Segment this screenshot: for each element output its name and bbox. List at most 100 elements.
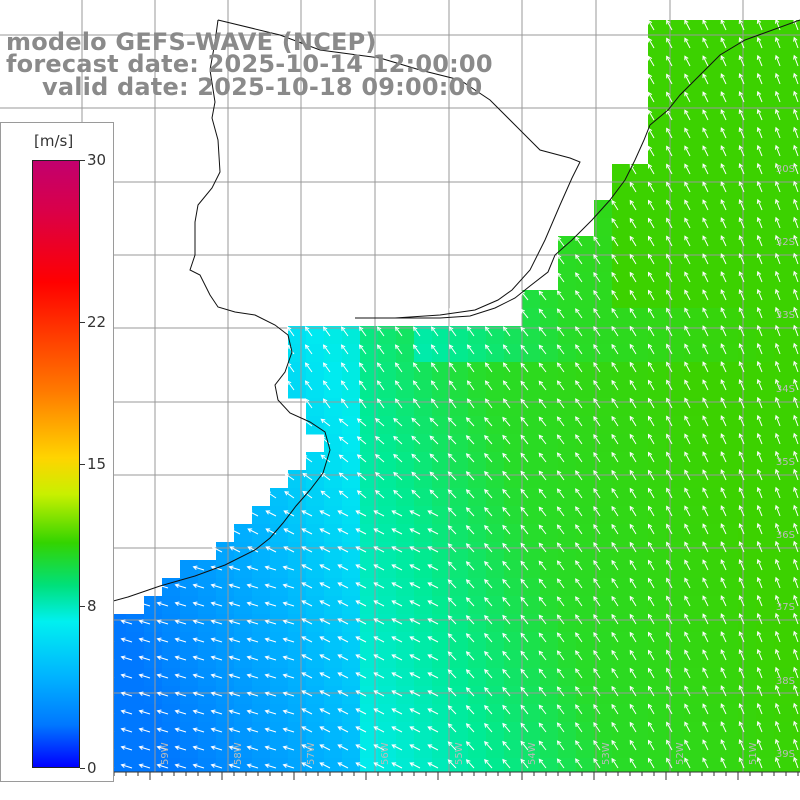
wind-cell xyxy=(468,596,487,615)
wind-cell xyxy=(666,218,685,237)
wind-arrow xyxy=(684,488,691,499)
wind-arrow-head xyxy=(340,344,346,350)
wind-arrow xyxy=(373,762,385,769)
wind-cell xyxy=(252,596,271,615)
wind-cell xyxy=(720,506,739,525)
wind-arrow-head xyxy=(210,691,216,696)
wind-arrow-head xyxy=(484,650,489,656)
wind-cell xyxy=(756,488,775,507)
wind-arrow-head xyxy=(319,618,325,623)
wind-cell xyxy=(756,380,775,399)
wind-arrow xyxy=(757,145,763,157)
wind-arrow-head xyxy=(556,416,562,422)
wind-arrow xyxy=(793,505,799,517)
wind-arrow xyxy=(301,708,313,715)
wind-cell xyxy=(594,308,613,327)
wind-arrow-head xyxy=(756,180,762,186)
wind-arrow xyxy=(648,20,655,31)
wind-cell xyxy=(756,74,775,93)
wind-arrow xyxy=(359,398,367,409)
wind-arrow-head xyxy=(120,727,126,732)
wind-arrow xyxy=(538,614,547,625)
wind-arrow xyxy=(520,597,529,607)
wind-arrow xyxy=(557,398,565,409)
wind-arrow-head xyxy=(611,271,616,277)
wind-arrow-head xyxy=(502,416,507,422)
wind-arrow xyxy=(431,362,439,373)
wind-arrow-head xyxy=(793,126,798,132)
wind-arrow-head xyxy=(502,434,507,440)
wind-cell xyxy=(720,20,739,39)
wind-cell xyxy=(666,344,685,363)
wind-arrow-head xyxy=(156,745,162,750)
wind-cell xyxy=(576,452,595,471)
wind-arrow-head xyxy=(447,525,453,531)
wind-arrow xyxy=(395,308,403,319)
wind-cell xyxy=(702,668,721,687)
wind-arrow-head xyxy=(338,454,344,459)
wind-cell xyxy=(144,668,163,687)
wind-arrow-head xyxy=(283,528,289,533)
wind-cell xyxy=(774,704,793,723)
wind-arrow xyxy=(666,668,673,679)
wind-cell xyxy=(432,578,451,597)
wind-arrow xyxy=(757,469,763,481)
wind-cell xyxy=(252,506,271,525)
wind-arrow-head xyxy=(337,636,343,641)
wind-arrow-head xyxy=(702,91,707,97)
wind-arrow xyxy=(520,399,529,409)
wind-arrow-head xyxy=(556,488,562,494)
wind-arrow-head xyxy=(356,454,362,459)
wind-arrow xyxy=(666,596,673,607)
wind-arrow-head xyxy=(720,379,725,385)
wind-arrow xyxy=(739,325,745,337)
wind-arrow-head xyxy=(228,673,234,678)
wind-arrow-head xyxy=(666,235,671,241)
wind-arrow xyxy=(301,510,313,517)
wind-arrow xyxy=(757,433,763,445)
wind-arrow xyxy=(775,307,781,319)
wind-cell xyxy=(792,632,800,651)
wind-arrow xyxy=(702,55,709,67)
wind-cell xyxy=(468,650,487,669)
wind-cell xyxy=(450,344,469,363)
wind-arrow xyxy=(793,451,799,463)
wind-arrow xyxy=(775,361,781,373)
wind-arrow-head xyxy=(340,326,346,332)
wind-arrow-head xyxy=(647,721,653,727)
wind-arrow xyxy=(538,416,547,427)
wind-arrow-head xyxy=(793,486,798,492)
wind-cell xyxy=(648,596,667,615)
wind-arrow-head xyxy=(720,55,725,61)
wind-arrow xyxy=(373,546,385,553)
wind-arrow xyxy=(611,290,619,301)
wind-cell xyxy=(180,560,199,579)
wind-cell xyxy=(720,290,739,309)
wind-arrow xyxy=(229,728,241,733)
wind-arrow xyxy=(502,489,511,499)
wind-cell xyxy=(450,434,469,453)
wind-cell xyxy=(126,722,145,741)
wind-cell xyxy=(468,704,487,723)
wind-arrow-head xyxy=(666,325,671,331)
wind-cell xyxy=(450,542,469,561)
wind-arrow-head xyxy=(338,436,344,441)
wind-arrow-head xyxy=(210,601,216,606)
wind-cell xyxy=(396,398,415,417)
wind-cell xyxy=(432,740,451,759)
wind-arrow-head xyxy=(756,378,762,384)
wind-arrow-head xyxy=(411,489,417,495)
wind-cell xyxy=(252,740,271,759)
wind-arrow xyxy=(427,582,439,589)
wind-arrow-head xyxy=(666,703,671,709)
wind-arrow-head xyxy=(611,451,616,457)
wind-arrow xyxy=(629,272,637,283)
wind-cell xyxy=(270,506,289,525)
wind-arrow-head xyxy=(556,650,562,656)
wind-cell xyxy=(306,470,325,489)
wind-arrow xyxy=(702,73,709,85)
wind-arrow-head xyxy=(355,762,361,767)
wind-cell xyxy=(648,434,667,453)
wind-cell xyxy=(648,542,667,561)
wind-cell xyxy=(504,722,523,741)
